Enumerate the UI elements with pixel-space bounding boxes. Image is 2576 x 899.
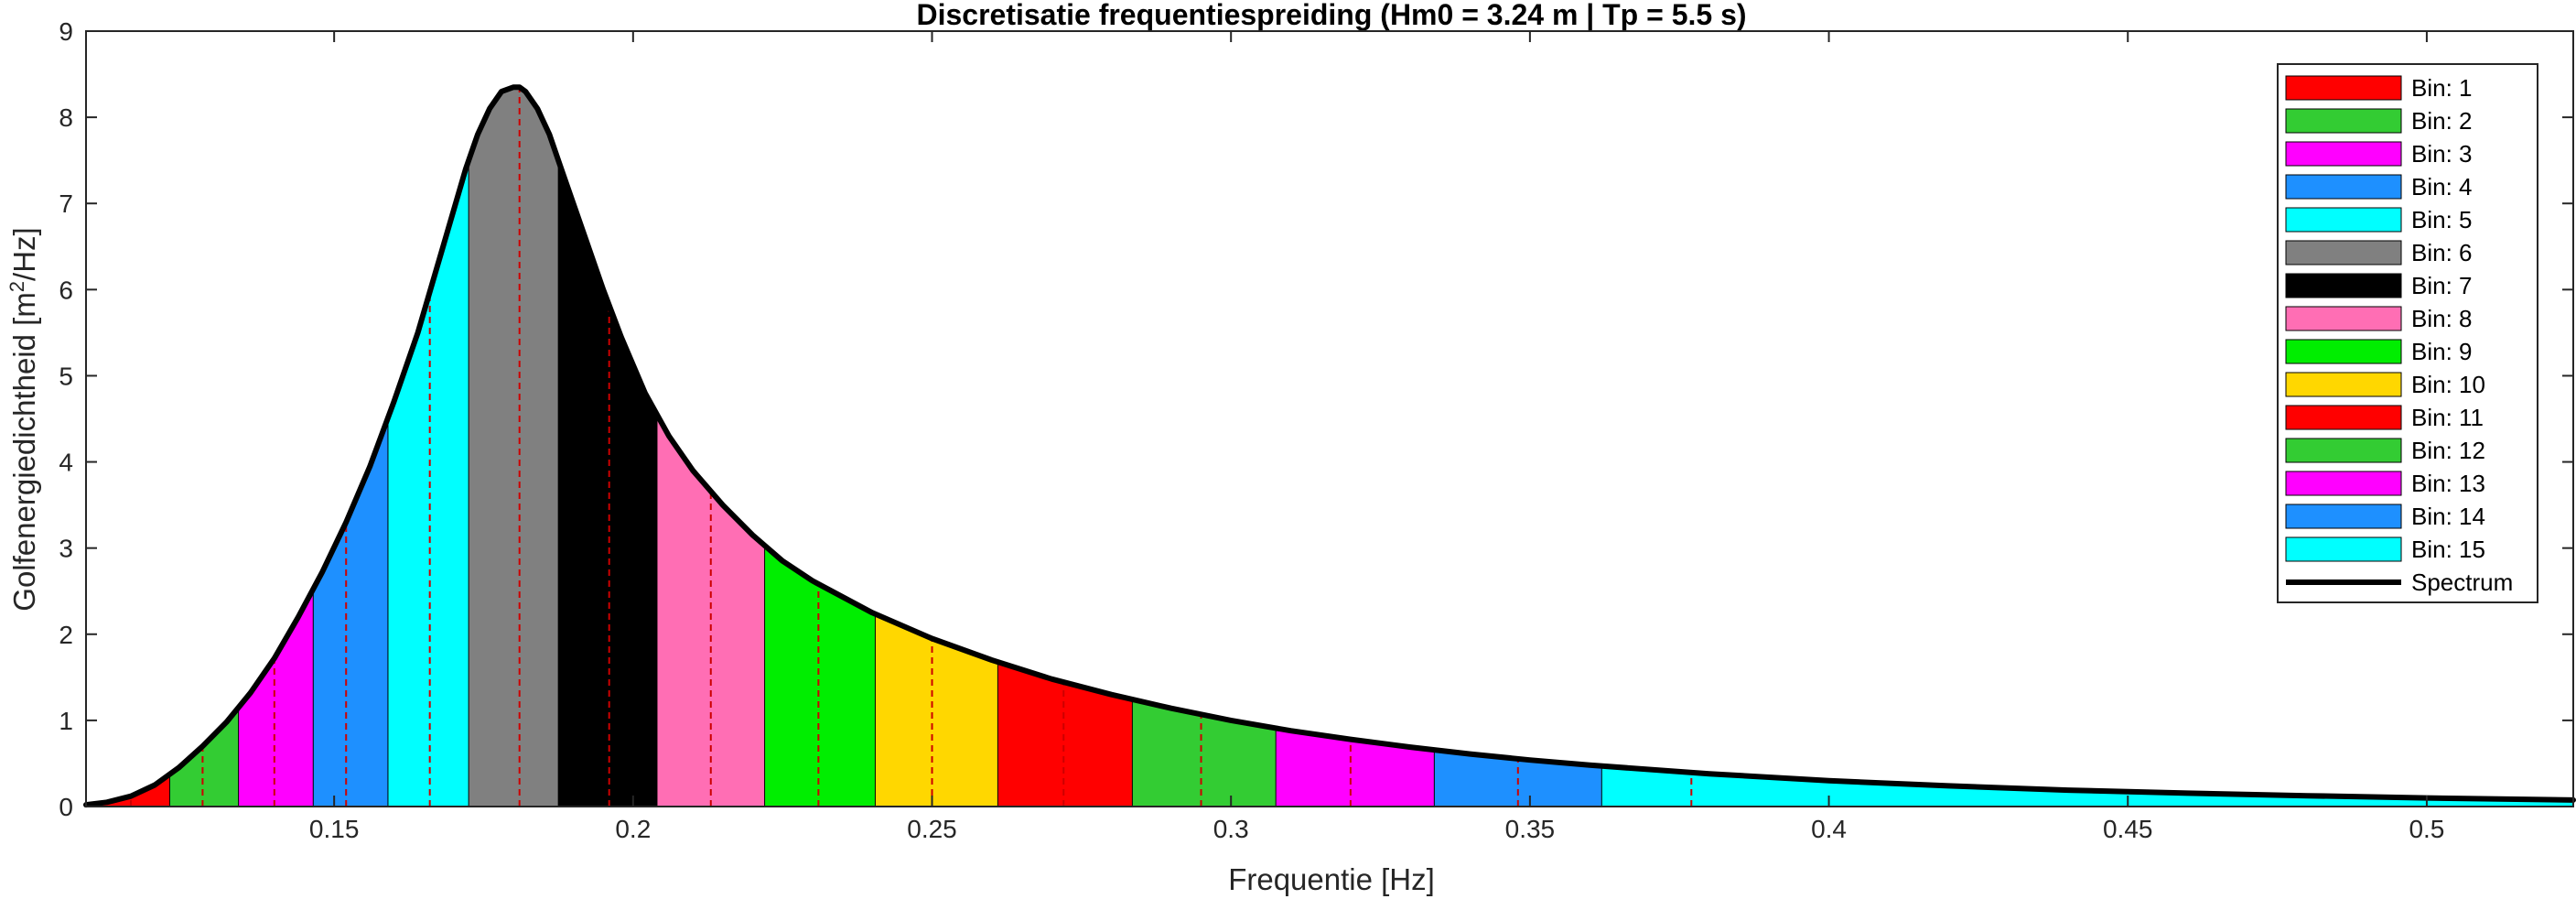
legend-label-bin-13: Bin: 13 (2411, 470, 2485, 497)
legend-label-bin-2: Bin: 2 (2411, 107, 2473, 135)
y-axis-label-superscript: 2 (5, 281, 28, 292)
x-tick-label: 0.5 (2409, 815, 2444, 843)
y-tick-label: 2 (59, 621, 73, 649)
legend-swatch-bin-10 (2285, 372, 2402, 397)
axes-box (85, 30, 2574, 807)
y-tick-label: 6 (59, 276, 73, 304)
y-tick-label: 8 (59, 103, 73, 132)
legend-swatch-bin-3 (2285, 141, 2402, 167)
legend-swatch-bin-7 (2285, 273, 2402, 298)
legend-label-bin-15: Bin: 15 (2411, 536, 2485, 563)
spectrum-curve (83, 84, 2576, 808)
y-tick-label: 5 (59, 362, 73, 390)
legend-label-bin-14: Bin: 14 (2411, 503, 2485, 530)
x-axis-label: Frequentie [Hz] (1228, 862, 1435, 896)
legend-swatch-bin-12 (2285, 438, 2402, 463)
bin-10-area (875, 613, 998, 807)
plot-area (83, 84, 2576, 808)
y-tick-label: 0 (59, 793, 73, 821)
bin-3-area (238, 589, 314, 807)
legend-swatch-bin-6 (2285, 240, 2402, 265)
bin-8-area (657, 414, 765, 807)
legend: Bin: 1 Bin: 2 Bin: 3 Bin: 4 Bin: 5 Bin: 6 Bin:… (2277, 63, 2538, 603)
x-tick-label: 0.2 (615, 815, 651, 843)
legend-swatch-bin-5 (2285, 207, 2402, 233)
legend-label-bin-3: Bin: 3 (2411, 140, 2473, 168)
bin-2-area (169, 707, 239, 807)
y-axis-label-unit: /Hz] (7, 227, 41, 281)
legend-label-bin-8: Bin: 8 (2411, 305, 2473, 332)
y-axis-label: Golfenergiedichtheid [m2/Hz] (5, 227, 41, 611)
legend-swatch-bin-15 (2285, 536, 2402, 562)
legend-swatch-bin-13 (2285, 471, 2402, 496)
y-tick-label: 9 (59, 17, 73, 46)
legend-label-bin-4: Bin: 4 (2411, 173, 2473, 200)
chart-title: Discretisatie frequentiespreiding (Hm0 =… (916, 0, 1746, 31)
x-tick-label: 0.15 (309, 815, 360, 843)
y-tick-label: 1 (59, 707, 73, 735)
y-tick-label: 4 (59, 449, 73, 477)
legend-label-spectrum: Spectrum (2411, 569, 2513, 596)
x-tick-label: 0.4 (1811, 815, 1847, 843)
legend-label-bin-9: Bin: 9 (2411, 338, 2473, 365)
legend-label-bin-1: Bin: 1 (2411, 74, 2473, 102)
y-axis-label-main: Golfenergiedichtheid [m (7, 292, 41, 612)
x-tick-label: 0.45 (2103, 815, 2153, 843)
y-tick-label: 7 (59, 190, 73, 218)
legend-label-bin-10: Bin: 10 (2411, 371, 2485, 398)
legend-label-bin-6: Bin: 6 (2411, 239, 2473, 266)
legend-swatch-bin-2 (2285, 108, 2402, 134)
legend-label-bin-12: Bin: 12 (2411, 437, 2485, 464)
bin-1-area (86, 774, 170, 807)
x-tick-label: 0.3 (1213, 815, 1249, 843)
bin-5-area (387, 160, 469, 807)
y-tick-label: 3 (59, 535, 73, 563)
bin-6-area (469, 87, 559, 807)
bin-7-area (558, 160, 657, 807)
legend-swatch-bin-14 (2285, 504, 2402, 529)
x-tick-label: 0.25 (907, 815, 957, 843)
legend-swatch-bin-1 (2285, 75, 2402, 101)
legend-swatch-bin-4 (2285, 174, 2402, 200)
legend-swatch-bin-9 (2285, 339, 2402, 364)
bin-12-area (1132, 699, 1277, 807)
legend-swatch-bin-11 (2285, 405, 2402, 430)
legend-swatch-bin-8 (2285, 306, 2402, 331)
legend-label-bin-7: Bin: 7 (2411, 272, 2473, 299)
legend-label-bin-5: Bin: 5 (2411, 206, 2473, 233)
axes: 0.15 0.2 0.25 0.3 0.35 0.4 0.45 0.5 0 1 2 3 4 5 6 7 8 9 (59, 17, 2574, 843)
bin-9-area (764, 545, 876, 807)
x-tick-label: 0.35 (1505, 815, 1556, 843)
bin-4-area (313, 417, 388, 807)
bin-11-area (997, 662, 1133, 807)
legend-label-bin-11: Bin: 11 (2411, 404, 2484, 431)
